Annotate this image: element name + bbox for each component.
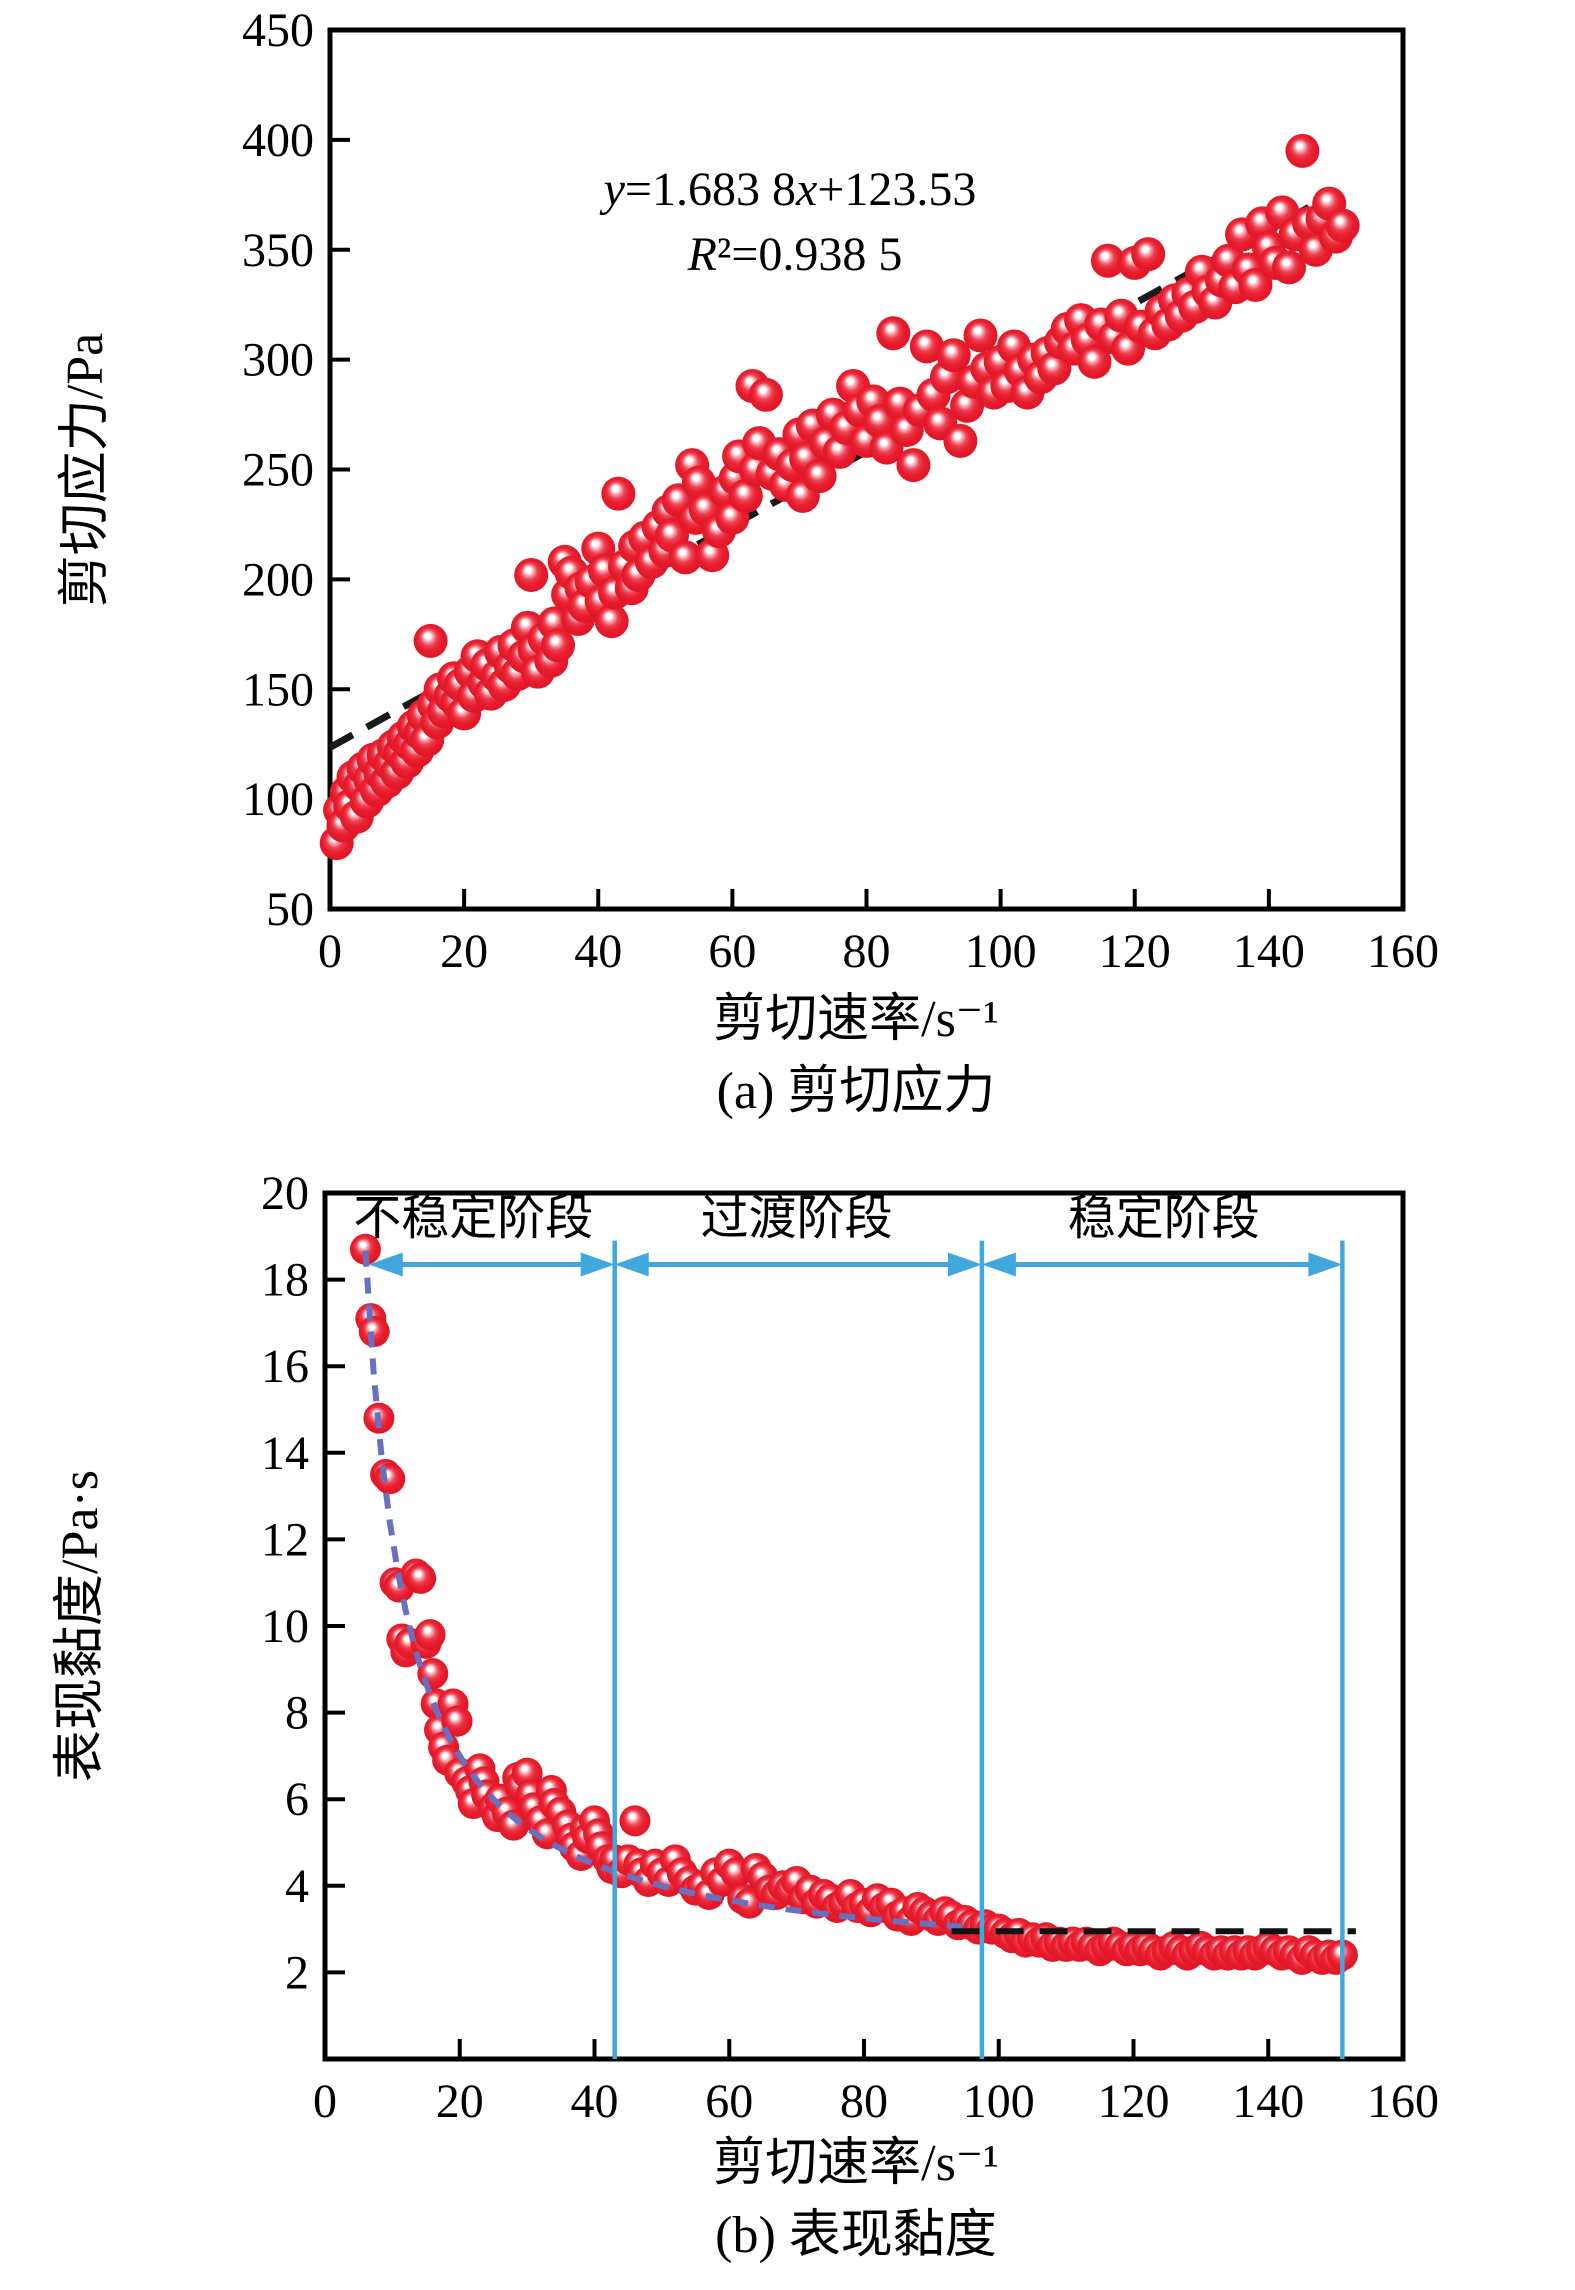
y-tick-label: 450 [242, 4, 314, 57]
chart-b-x-axis-title: 剪切速率/s⁻¹ [713, 2135, 999, 2192]
y-tick-label: 14 [261, 1427, 309, 1480]
data-point [909, 329, 944, 364]
data-point [1090, 243, 1125, 278]
chart-b-plot-area: 0 20 40 60 80 100 120 140 160 2 4 6 8 10 12 14 16 18 20 不稳定… [261, 1167, 1439, 2128]
stage-arrow-head-left [368, 1252, 403, 1277]
x-tick-label: 120 [1099, 925, 1171, 978]
fit-equation: y=1.683 8x+123.53 [599, 163, 977, 216]
x-tick-label: 140 [1233, 925, 1305, 978]
chart-a-y-axis-title: 剪切应力/Pa [57, 333, 114, 607]
y-tick-label: 4 [285, 1860, 309, 1913]
data-point [441, 1705, 473, 1737]
data-point [413, 623, 448, 658]
data-point [619, 1805, 651, 1837]
data-point [1285, 133, 1320, 168]
data-point [1238, 267, 1273, 302]
y-tick-label: 10 [261, 1600, 309, 1653]
stage-arrow-head-left [981, 1252, 1016, 1277]
y-tick-label: 150 [242, 663, 314, 716]
x-tick-label: 60 [708, 925, 756, 978]
data-point [876, 316, 911, 351]
chart-a-x-axis-title: 剪切速率/s⁻¹ [713, 991, 999, 1048]
data-point [748, 377, 783, 412]
data-point [498, 1809, 530, 1841]
x-tick-label: 100 [965, 925, 1037, 978]
stage-arrow-head-right [580, 1252, 615, 1277]
data-point [594, 604, 629, 639]
stage-label: 不稳定阶段 [353, 1192, 593, 1245]
stage-arrow-head-left [614, 1252, 649, 1277]
data-point [514, 557, 549, 592]
chart-a: 剪切应力/Pa 0 20 40 60 80 100 120 140 160 50 100 150 200… [57, 4, 1439, 1120]
x-tick-label: 20 [440, 925, 488, 978]
viscosity-fit-curve [362, 1250, 964, 1930]
y-tick-label: 16 [261, 1340, 309, 1393]
data-point [963, 318, 998, 353]
data-point [896, 448, 931, 483]
y-tick-label: 8 [285, 1687, 309, 1740]
y-tick-label: 2 [285, 1946, 309, 1999]
y-tick-label: 20 [261, 1167, 309, 1220]
data-point [1271, 250, 1306, 285]
data-point [374, 1463, 406, 1495]
plot-frame [327, 27, 1406, 912]
y-tick-label: 18 [261, 1254, 309, 1307]
x-tick-label: 60 [705, 2075, 753, 2128]
x-tick-label: 0 [313, 2075, 337, 2128]
y-tick-label: 300 [242, 334, 314, 387]
x-tick-label: 40 [574, 925, 622, 978]
x-tick-label: 40 [571, 2075, 619, 2128]
y-tick-label: 100 [242, 773, 314, 826]
data-point [1131, 237, 1166, 272]
data-point [405, 1562, 437, 1594]
data-point [943, 423, 978, 458]
data-point [349, 1233, 381, 1265]
y-tick-label: 350 [242, 224, 314, 277]
data-point [358, 1316, 390, 1348]
chart-b-caption: (b) 表现黏度 [715, 2207, 997, 2264]
x-tick-label: 80 [840, 2075, 888, 2128]
fit-r-squared: R²=0.938 5 [687, 228, 903, 281]
y-tick-label: 50 [266, 883, 314, 936]
data-point [414, 1619, 446, 1651]
data-point [728, 478, 763, 513]
x-tick-label: 80 [843, 925, 891, 978]
data-point [541, 628, 576, 663]
x-tick-label: 0 [318, 925, 342, 978]
data-point [936, 338, 971, 373]
x-tick-label: 120 [1098, 2075, 1170, 2128]
chart-b: 表现黏度/Pa·s 0 20 40 60 80 100 120 140 160 2 4 6 8 10 12 1… [52, 1167, 1439, 2264]
y-tick-label: 12 [261, 1513, 309, 1566]
chart-b-y-axis-title: 表现黏度/Pa·s [52, 1470, 109, 1782]
stage-label: 稳定阶段 [1068, 1192, 1260, 1245]
data-point [1325, 208, 1360, 243]
chart-a-plot-area: 0 20 40 60 80 100 120 140 160 50 100 150 200 250 300 35… [242, 4, 1439, 978]
stage-label: 过渡阶段 [701, 1192, 893, 1245]
data-point [601, 476, 636, 511]
y-tick-label: 400 [242, 114, 314, 167]
stage-arrow-head-right [1308, 1252, 1343, 1277]
chart-a-caption: (a) 剪切应力 [717, 1063, 996, 1120]
x-tick-label: 160 [1367, 2075, 1439, 2128]
data-point [1077, 344, 1112, 379]
data-point [802, 459, 837, 494]
x-tick-label: 140 [1232, 2075, 1304, 2128]
y-tick-label: 6 [285, 1773, 309, 1826]
stage-arrow-head-right [947, 1252, 982, 1277]
data-point [668, 540, 703, 575]
y-tick-label: 250 [242, 444, 314, 497]
x-tick-label: 100 [963, 2075, 1035, 2128]
data-point [681, 465, 716, 500]
x-tick-label: 160 [1367, 925, 1439, 978]
x-tick-label: 20 [436, 2075, 484, 2128]
y-tick-label: 200 [242, 553, 314, 606]
